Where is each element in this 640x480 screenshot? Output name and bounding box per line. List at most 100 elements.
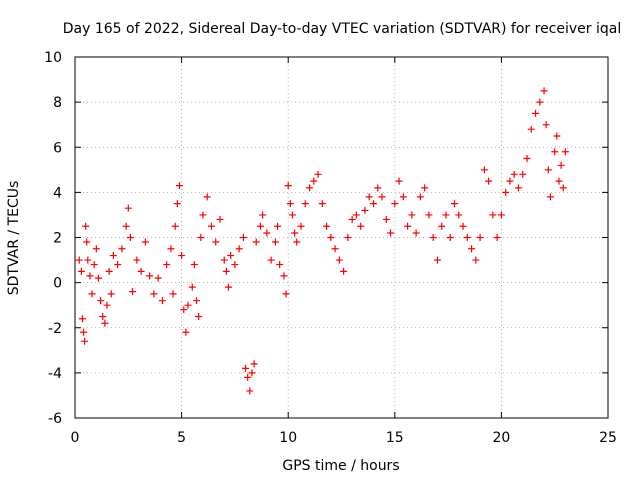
x-tick-label-0: 0 [71,430,80,446]
data-point-10 [90,261,98,269]
data-point-101 [387,229,395,237]
data-point-117 [455,211,463,219]
x-axis-label: GPS time / hours [282,458,399,474]
data-point-102 [391,200,399,208]
data-point-27 [137,267,145,275]
data-point-42 [184,301,192,309]
data-point-8 [86,272,94,280]
data-point-124 [485,177,493,185]
data-point-44 [190,261,198,269]
data-point-31 [154,274,162,282]
data-point-116 [450,200,458,208]
data-point-62 [246,387,254,395]
data-point-81 [301,200,309,208]
data-point-141 [551,148,559,156]
data-point-19 [109,252,117,260]
data-point-58 [235,245,243,253]
data-point-25 [129,288,137,296]
data-point-63 [248,369,256,377]
data-point-134 [527,125,535,133]
axis-ticks: 0 5 10 15 20 25 -6 -4 -2 0 2 4 6 8 10 [44,50,617,446]
data-point-21 [118,245,126,253]
data-point-57 [231,261,239,269]
chart-title: Day 165 of 2022, Sidereal Day-to-day VTE… [63,21,621,37]
data-point-36 [171,222,179,230]
data-point-69 [267,256,275,264]
data-point-122 [476,234,484,241]
data-point-50 [207,222,215,230]
y-tick-label--2: -2 [48,321,62,337]
data-point-105 [404,222,412,230]
data-point-83 [310,177,318,185]
data-point-15 [101,319,109,327]
y-tick-label-0: 0 [53,276,62,292]
data-point-92 [348,215,356,223]
data-point-20 [114,261,122,269]
data-point-30 [150,290,158,298]
data-point-39 [178,252,186,260]
data-point-74 [282,290,290,298]
data-point-76 [286,200,294,208]
data-point-96 [365,193,373,201]
plot-frame [74,56,609,419]
data-point-123 [480,166,488,174]
data-point-1 [77,267,85,275]
data-point-78 [291,229,299,237]
data-point-59 [239,234,247,241]
data-point-129 [506,177,514,185]
data-point-46 [195,312,203,320]
data-point-132 [519,170,527,178]
data-point-53 [220,256,228,264]
data-point-91 [344,234,352,241]
y-tick-label-4: 4 [53,185,62,201]
data-point-108 [416,193,424,201]
data-point-97 [369,200,377,208]
grid [75,57,608,418]
y-tick-label-6: 6 [53,140,62,156]
data-point-68 [263,229,271,237]
data-point-90 [340,267,348,275]
data-point-73 [280,272,288,280]
data-point-43 [188,283,196,291]
data-point-9 [88,290,96,298]
data-point-125 [489,211,497,219]
data-point-98 [374,184,382,192]
data-point-33 [163,261,171,269]
data-point-115 [446,234,454,241]
data-point-85 [318,200,326,208]
data-point-112 [433,256,441,264]
y-tick-label-8: 8 [53,95,62,111]
data-point-121 [472,256,480,264]
x-tick-label-15: 15 [386,430,404,446]
data-point-0 [75,256,83,264]
data-point-114 [442,211,450,219]
data-points [75,87,569,395]
data-point-28 [141,238,149,246]
y-tick-label--6: -6 [48,411,62,427]
data-point-26 [133,256,141,264]
data-point-100 [382,215,390,223]
y-tick-label-10: 10 [44,50,62,66]
data-point-4 [81,337,89,345]
data-point-16 [103,301,111,309]
data-point-140 [546,193,554,201]
data-point-47 [197,234,205,241]
data-point-103 [395,177,403,185]
data-point-137 [540,87,548,95]
data-point-120 [468,245,476,253]
data-point-127 [497,211,505,219]
data-point-41 [182,328,190,336]
data-point-136 [536,98,544,106]
data-point-94 [357,222,365,230]
data-point-145 [559,184,567,192]
y-tick-label-2: 2 [53,231,62,247]
data-point-130 [510,170,518,178]
data-point-113 [438,222,446,230]
data-point-95 [361,206,369,214]
data-point-55 [225,283,233,291]
data-point-29 [146,272,154,280]
y-axis-label: SDTVAR / TECUs [6,181,22,296]
data-point-118 [459,222,467,230]
data-point-79 [293,238,301,246]
data-point-135 [532,109,540,117]
